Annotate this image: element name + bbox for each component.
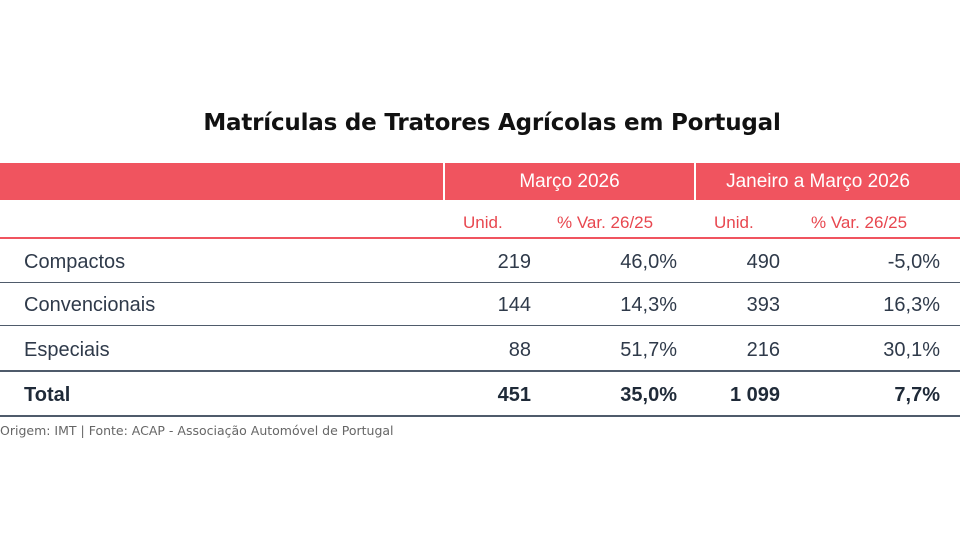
period-jan-mar-2026: Janeiro a Março 2026 xyxy=(726,171,910,192)
cell-ytd-var: 30,1% xyxy=(883,339,940,361)
cell-month-unid: 219 xyxy=(497,251,531,273)
table-bottom-rule xyxy=(0,415,960,417)
row-label-convencionais: Convencionais xyxy=(24,294,156,316)
total-ytd-var: 7,7% xyxy=(894,384,940,406)
cell-month-unid: 144 xyxy=(497,294,531,316)
total-divider xyxy=(0,370,960,372)
period-header-band: Março 2026 Janeiro a Março 2026 xyxy=(0,163,960,200)
row-divider xyxy=(0,325,960,326)
total-month-unid: 451 xyxy=(497,384,531,406)
source-note: Origem: IMT | Fonte: ACAP - Associação A… xyxy=(0,423,394,438)
col-header-var-month: % Var. 26/25 xyxy=(557,213,654,232)
cell-ytd-var: -5,0% xyxy=(887,251,940,273)
row-label-compactos: Compactos xyxy=(24,251,126,273)
row-label-total: Total xyxy=(24,384,71,406)
col-header-unid-ytd: Unid. xyxy=(714,213,754,232)
cell-ytd-unid: 393 xyxy=(746,294,780,316)
cell-month-var: 51,7% xyxy=(620,339,677,361)
period-march-2026: Março 2026 xyxy=(519,171,620,192)
cell-ytd-unid: 490 xyxy=(746,251,780,273)
total-month-var: 35,0% xyxy=(620,384,677,406)
cell-month-var: 14,3% xyxy=(620,294,677,316)
cell-month-var: 46,0% xyxy=(620,251,677,273)
total-ytd-unid: 1 099 xyxy=(729,384,780,406)
col-header-unid-month: Unid. xyxy=(463,213,503,232)
table-title: Matrículas de Tratores Agrícolas em Port… xyxy=(203,110,781,136)
row-label-especiais: Especiais xyxy=(24,339,110,361)
col-header-var-ytd: % Var. 26/25 xyxy=(811,213,908,232)
cell-ytd-var: 16,3% xyxy=(883,294,940,316)
cell-month-unid: 88 xyxy=(508,339,531,361)
header-separator xyxy=(694,163,696,200)
header-rule xyxy=(0,237,960,239)
header-separator xyxy=(443,163,445,200)
cell-ytd-unid: 216 xyxy=(746,339,780,361)
row-divider xyxy=(0,282,960,283)
